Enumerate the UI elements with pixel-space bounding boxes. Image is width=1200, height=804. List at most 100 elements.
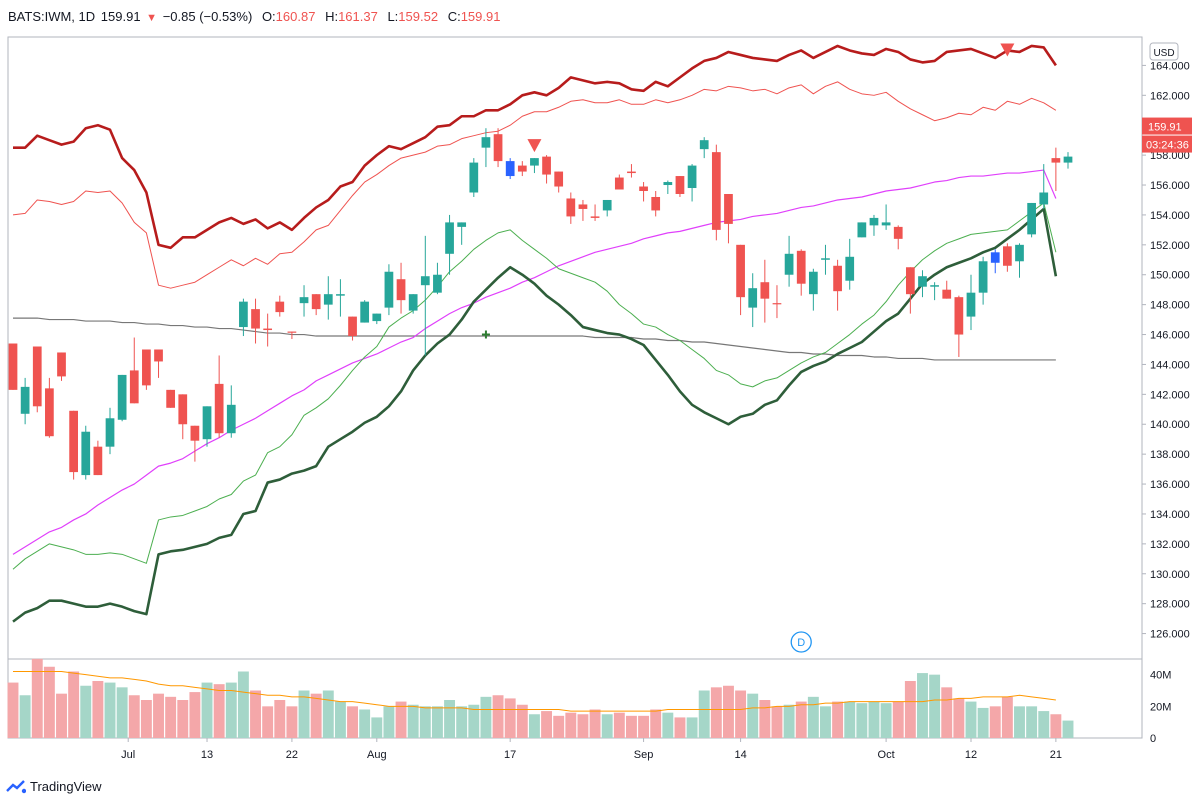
candle-body (639, 186, 648, 192)
candle-body (372, 313, 382, 322)
candle-body (45, 388, 54, 437)
candle (845, 238, 855, 290)
candle-body (142, 349, 151, 386)
candle-body (687, 165, 697, 189)
volume-bar (322, 690, 334, 738)
candle-body (990, 252, 1000, 263)
volume-bar (274, 700, 286, 738)
candle (602, 199, 612, 217)
volume-bar (747, 693, 759, 738)
price-tick-label: 138.000 (1150, 449, 1190, 461)
price-tick-label: 158.000 (1150, 150, 1190, 162)
candle-body (493, 134, 503, 162)
candle-body (930, 285, 939, 287)
sell-signal-arrow-icon (527, 139, 542, 153)
candle-body (699, 140, 709, 150)
volume-bar (965, 701, 977, 738)
candle-body (602, 199, 612, 211)
candle (517, 161, 527, 177)
time-tick-label: Oct (878, 749, 895, 761)
candle-body (808, 271, 818, 295)
candle (542, 155, 551, 184)
candle (166, 389, 176, 408)
candle (590, 204, 600, 221)
tradingview-branding[interactable]: TradingView (6, 776, 102, 798)
candle (384, 264, 394, 316)
volume-bar (625, 715, 637, 738)
candle (117, 374, 127, 422)
candle-body (299, 297, 309, 304)
candle-body (614, 177, 624, 190)
candle (821, 244, 830, 275)
candle-body (627, 171, 636, 174)
candle-body (505, 161, 515, 177)
candle-body (918, 276, 927, 287)
volume-bar (431, 706, 443, 738)
price-tick-label: 148.000 (1150, 300, 1190, 312)
volume-bar (1062, 720, 1074, 738)
candle (57, 352, 66, 381)
upper-inner-band-line (12, 81, 1057, 289)
candle (905, 267, 915, 314)
candle-body (20, 386, 30, 414)
candle-body (796, 250, 806, 284)
symbol-label[interactable]: BATS:IWM, 1D (8, 9, 96, 24)
volume-bar (820, 706, 831, 738)
candle (493, 128, 503, 168)
volume-bar (504, 698, 516, 738)
volume-bar (104, 682, 116, 738)
volume-bar (528, 714, 540, 738)
candle-body (433, 274, 442, 293)
candle (530, 158, 539, 174)
candle-body (978, 261, 988, 293)
candle-body (748, 288, 758, 308)
candle-body (336, 294, 345, 296)
candle-body (69, 410, 78, 473)
candle (724, 193, 733, 244)
candle-body (311, 294, 321, 310)
price-tick-label: 126.000 (1150, 629, 1190, 641)
time-tick-label: 12 (965, 749, 977, 761)
volume-bar (541, 711, 553, 738)
candle (578, 199, 588, 221)
candle (748, 273, 758, 328)
volume-bar (383, 706, 395, 738)
plus-marker-icon (481, 330, 490, 339)
candle (69, 410, 78, 480)
candle-body (566, 198, 576, 217)
volume-bar (577, 714, 589, 738)
time-tick-label: Jul (121, 749, 135, 761)
candle (445, 214, 454, 275)
volume-bar (165, 696, 177, 738)
candle-body (275, 301, 285, 313)
candle-body (396, 279, 406, 301)
candle-body (384, 271, 394, 308)
brand-name: TradingView (30, 779, 102, 794)
volume-bar (371, 717, 383, 738)
close-label: C: (447, 9, 461, 24)
candle-body (360, 301, 370, 323)
candle (372, 313, 382, 325)
candle (784, 235, 794, 287)
candle-body (554, 171, 564, 187)
candle (566, 192, 576, 224)
volume-tick-label: 40M (1150, 670, 1171, 682)
volume-bar (1014, 706, 1025, 738)
candle-body (736, 244, 745, 298)
candle-body (542, 156, 551, 175)
candle-body (833, 265, 842, 292)
candle (796, 249, 806, 296)
candle (420, 235, 430, 356)
low-value: 159.52 (398, 9, 439, 24)
volume-bar (941, 687, 953, 738)
volume-bar (444, 700, 456, 738)
candle-body (226, 404, 236, 434)
dividend-marker-label: D (797, 637, 805, 649)
candle (833, 259, 842, 311)
price-tick-label: 142.000 (1150, 389, 1190, 401)
volume-bar (735, 690, 747, 738)
candle-body (251, 309, 260, 329)
candle-body (105, 418, 115, 447)
candle-body (784, 253, 794, 275)
